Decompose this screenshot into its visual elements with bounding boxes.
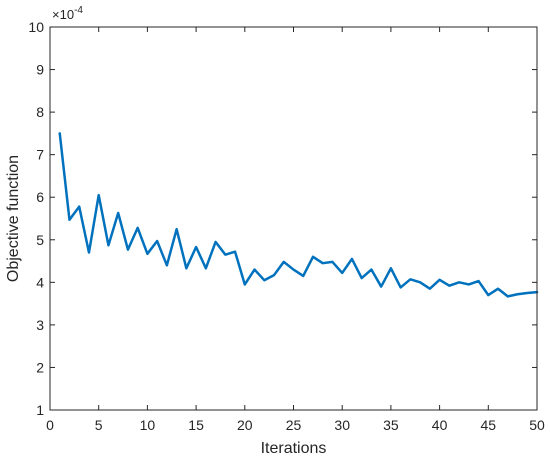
y-tick-label: 3 (36, 317, 44, 333)
x-tick-label: 5 (95, 417, 103, 433)
series (58, 132, 539, 298)
y-tick-label: 8 (36, 104, 44, 120)
x-tick-label: 40 (432, 417, 448, 433)
x-axis-title: Iterations (261, 440, 327, 457)
y-tick-label: 4 (36, 274, 44, 290)
y-tick-label: 7 (36, 147, 44, 163)
x-tick-label: 25 (286, 417, 302, 433)
x-tick-label: 10 (140, 417, 156, 433)
y-tick-label: 9 (36, 62, 44, 78)
y-tick-label: 2 (36, 359, 44, 375)
x-tick-label: 45 (481, 417, 497, 433)
x-tick-label: 15 (188, 417, 204, 433)
y-tick-label: 5 (36, 232, 44, 248)
x-tick-label: 50 (529, 417, 545, 433)
y-axis-exponent-power: -4 (74, 5, 83, 16)
x-tick-label: 35 (383, 417, 399, 433)
y-axis-exponent-base: ×10 (52, 7, 74, 22)
ticks (49, 26, 538, 411)
y-axis-exponent: ×10-4 (52, 5, 83, 22)
y-tick-label: 6 (36, 189, 44, 205)
y-axis-title: Objective function (5, 155, 22, 282)
x-tick-label: 20 (237, 417, 253, 433)
x-tick-label: 0 (46, 417, 54, 433)
y-tick-label: 10 (28, 19, 44, 35)
plot-frame (49, 26, 538, 411)
series-line-0 (58, 132, 539, 298)
x-tick-label: 30 (334, 417, 350, 433)
y-tick-label: 1 (36, 402, 44, 418)
